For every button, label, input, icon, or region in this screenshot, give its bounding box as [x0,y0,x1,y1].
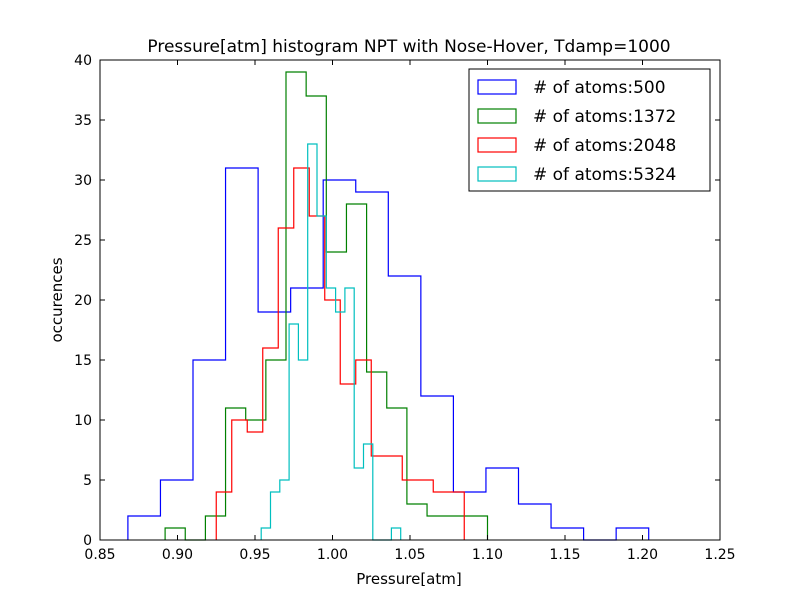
y-tick-label: 20 [74,293,92,309]
y-tick-label: 10 [74,413,92,429]
series-1-histogram [164,71,489,541]
chart-title: Pressure[atm] histogram NPT with Nose-Ho… [147,37,670,57]
x-tick-label: 0.90 [162,547,193,563]
legend: # of atoms:500 # of atoms:1372 # of atoms:… [468,68,711,192]
y-tick-label: 25 [74,233,92,249]
series-3-histogram [260,143,402,541]
y-tick-label: 30 [74,173,92,189]
x-tick-label: 0.95 [239,547,270,563]
y-tick-label: 40 [74,53,92,69]
y-tick-label: 5 [83,473,92,489]
x-tick-label: 1.25 [704,547,735,563]
series-2-histogram [215,167,465,540]
legend-label: # of atoms:2048 [533,136,676,156]
legend-label: # of atoms:1372 [533,107,676,127]
y-tick-label: 35 [74,113,92,129]
x-tick-label: 1.20 [627,547,658,563]
x-tick-label: 1.05 [394,547,425,563]
x-tick-label: 1.10 [472,547,503,563]
x-tick-label: 1.15 [549,547,580,563]
legend-swatch [477,137,517,153]
legend-box [468,68,711,192]
legend-swatch [477,108,517,124]
y-axis-ticks: 0 5 10 15 20 25 30 35 40 [74,53,720,549]
y-tick-label: 0 [83,533,92,549]
legend-label: # of atoms:5324 [533,165,676,185]
x-tick-label: 1.00 [317,547,348,563]
legend-label: # of atoms:500 [533,78,666,98]
series-0-histogram [127,167,650,541]
legend-swatch [477,79,517,95]
y-axis-title: occurences [48,257,66,342]
legend-swatch [477,166,517,182]
x-axis-title: Pressure[atm] [356,570,461,588]
x-axis-ticks: 0.85 0.90 0.95 1.00 1.05 1.10 1.15 1.20 1.25 [84,60,736,563]
x-tick-label: 0.85 [84,547,115,563]
y-tick-label: 15 [74,353,92,369]
